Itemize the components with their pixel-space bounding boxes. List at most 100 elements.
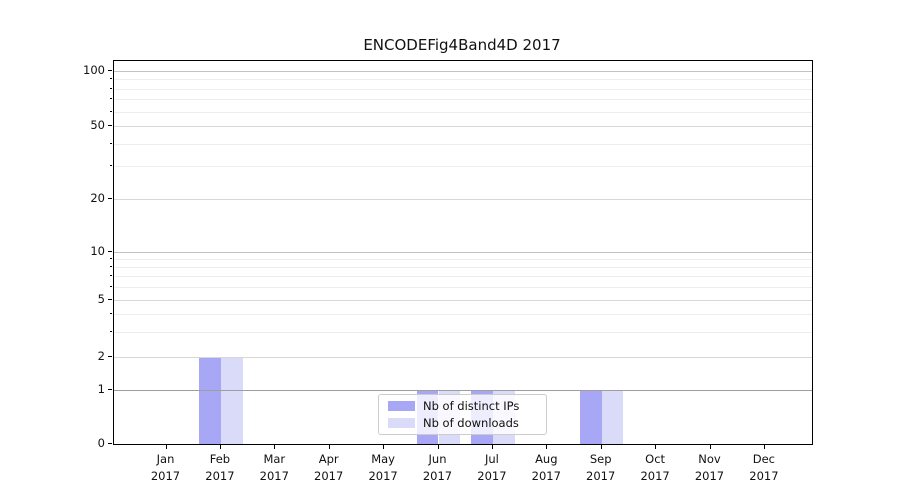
x-tick-month: Mar xyxy=(263,452,286,466)
y-minor-tick-mark xyxy=(109,257,112,259)
x-tick-label: Oct 2017 xyxy=(623,451,687,484)
y-tick-label: 5 xyxy=(97,291,105,306)
gridline-minor xyxy=(114,143,812,145)
y-minor-tick-mark xyxy=(109,285,112,287)
x-tick-mark xyxy=(491,444,494,449)
x-tick-label: Jun 2017 xyxy=(406,451,470,484)
gridline-major xyxy=(114,198,812,200)
y-tick-mark xyxy=(108,197,112,199)
x-tick-month: Oct xyxy=(645,452,666,466)
x-tick-label: Mar 2017 xyxy=(242,451,306,484)
x-tick-year: 2017 xyxy=(422,468,453,483)
y-minor-tick-mark xyxy=(109,98,112,100)
gridline-minor xyxy=(114,266,812,268)
x-tick-year: 2017 xyxy=(314,468,344,483)
x-tick-year: 2017 xyxy=(749,468,779,483)
y-tick-label: 20 xyxy=(90,190,105,205)
x-tick-mark xyxy=(709,444,711,449)
gridline-minor xyxy=(114,166,812,168)
x-tick-mark xyxy=(763,444,766,449)
y-tick-mark xyxy=(108,298,112,300)
bar-distinct-ips xyxy=(580,390,602,444)
x-tick-mark xyxy=(546,444,548,449)
legend-entry-downloads: Nb of downloads xyxy=(388,416,538,430)
x-tick-label: Jul 2017 xyxy=(460,451,524,484)
gridline-minor xyxy=(114,79,812,81)
legend-swatch-distinct-ips xyxy=(388,401,415,411)
x-tick-year: 2017 xyxy=(150,468,181,483)
x-tick-mark xyxy=(383,444,385,449)
gridline-minor xyxy=(114,276,812,278)
gridline-major xyxy=(114,126,812,127)
y-minor-tick-mark xyxy=(109,165,112,167)
x-tick-year: 2017 xyxy=(205,468,235,483)
x-tick-mark xyxy=(437,444,439,449)
legend-label-distinct-ips: Nb of distinct IPs xyxy=(423,399,520,413)
y-tick-label: 0 xyxy=(97,436,105,450)
x-tick-month: May xyxy=(371,452,395,466)
gridline-major xyxy=(114,299,812,301)
y-tick-mark xyxy=(108,389,112,391)
gridline-minor xyxy=(114,286,812,288)
y-tick-label: 1 xyxy=(97,382,105,396)
y-tick-label: 50 xyxy=(90,118,105,132)
y-minor-tick-mark xyxy=(109,78,112,80)
y-minor-tick-mark xyxy=(109,87,112,89)
x-tick-year: 2017 xyxy=(477,468,507,483)
x-tick-label: Jan 2017 xyxy=(134,451,198,484)
y-tick-label: 2 xyxy=(97,349,105,363)
x-tick-label: Nov 2017 xyxy=(678,451,742,484)
gridline-minor xyxy=(114,99,812,101)
x-tick-month: Jul xyxy=(484,452,499,466)
y-minor-tick-mark xyxy=(109,110,112,112)
y-tick-label: 100 xyxy=(83,63,105,77)
gridline-minor xyxy=(114,313,812,315)
gridline-minor xyxy=(114,258,812,260)
x-tick-year: 2017 xyxy=(640,468,670,483)
x-tick-mark xyxy=(219,444,222,449)
legend-swatch-downloads xyxy=(388,418,415,428)
gridline-minor xyxy=(114,331,812,333)
gridline-major xyxy=(114,71,812,72)
y-minor-tick-mark xyxy=(109,330,112,332)
y-tick-label: 10 xyxy=(90,243,105,258)
x-tick-year: 2017 xyxy=(586,468,616,483)
y-minor-tick-mark xyxy=(109,275,112,277)
y-tick-mark xyxy=(108,70,112,72)
x-tick-label: Feb 2017 xyxy=(188,451,252,484)
x-tick-year: 2017 xyxy=(694,468,725,483)
x-tick-label: Sep 2017 xyxy=(569,451,633,484)
x-tick-mark xyxy=(328,444,330,449)
x-tick-month: Feb xyxy=(209,452,231,466)
x-tick-mark xyxy=(165,444,167,449)
bar-distinct-ips xyxy=(199,357,221,444)
x-tick-year: 2017 xyxy=(531,468,561,483)
y-minor-tick-mark xyxy=(109,265,112,267)
x-tick-month: Nov xyxy=(698,452,721,466)
x-tick-mark xyxy=(274,444,276,449)
legend-entry-distinct-ips: Nb of distinct IPs xyxy=(388,399,538,413)
y-tick-mark xyxy=(108,356,112,358)
x-tick-mark xyxy=(655,444,657,449)
x-tick-month: Aug xyxy=(535,452,558,466)
x-tick-month: Dec xyxy=(752,452,776,466)
gridline-minor xyxy=(114,111,812,113)
x-tick-label: Aug 2017 xyxy=(514,451,578,484)
chart-title: ENCODEFig4Band4D 2017 xyxy=(363,36,561,54)
x-tick-month: Jan xyxy=(156,452,175,466)
gridline-major xyxy=(114,390,812,391)
bar-downloads xyxy=(220,357,243,444)
legend-label-downloads: Nb of downloads xyxy=(423,416,519,430)
y-tick-mark xyxy=(108,443,112,445)
y-minor-tick-mark xyxy=(109,312,112,314)
x-tick-month: Apr xyxy=(318,452,339,466)
gridline-minor xyxy=(114,88,812,90)
x-tick-label: Apr 2017 xyxy=(297,451,361,484)
x-tick-label: Dec 2017 xyxy=(732,451,796,484)
gridline-major xyxy=(114,251,812,253)
x-tick-label: May 2017 xyxy=(351,451,415,484)
plot-area xyxy=(113,60,813,445)
x-tick-month: Jun xyxy=(428,452,447,466)
bar-downloads xyxy=(601,390,624,444)
